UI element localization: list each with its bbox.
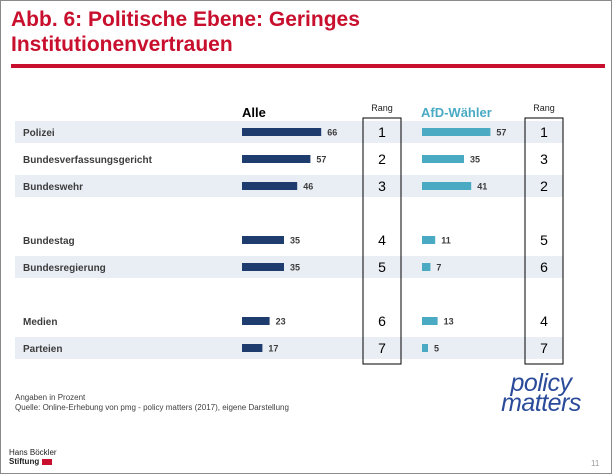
- slide-title-line-2: Institutionenvertrauen: [11, 33, 233, 56]
- value-label-alle-bundesverfassungsgericht: 57: [316, 155, 326, 165]
- rank-header-alle: Rang: [371, 103, 393, 113]
- bar-alle-bundesverfassungsgericht: [242, 155, 311, 163]
- policy-matters-logo-line-2: matters: [501, 389, 581, 417]
- hans-boeckler-logo-line-1: Hans Böckler: [9, 448, 57, 457]
- rank-afd-waehler-parteien: 7: [540, 340, 548, 356]
- rank-alle-bundeswehr: 3: [378, 178, 386, 194]
- rank-afd-waehler-bundesregierung: 6: [540, 259, 548, 275]
- bar-alle-bundeswehr: [242, 182, 298, 190]
- rank-afd-waehler-medien: 4: [540, 313, 548, 329]
- value-label-alle-polizei: 66: [327, 128, 337, 138]
- row-stripe: [15, 337, 563, 359]
- category-label-medien: Medien: [23, 317, 57, 328]
- rank-alle-parteien: 7: [378, 340, 386, 356]
- bar-alle-bundesregierung: [242, 263, 284, 271]
- category-label-bundestag: Bundestag: [23, 236, 75, 247]
- hans-boeckler-logo-mark: [42, 458, 53, 465]
- category-label-polizei: Polizei: [23, 128, 55, 139]
- rank-alle-medien: 6: [378, 313, 386, 329]
- bar-afd-waehler-bundeswehr: [422, 182, 472, 190]
- rank-alle-bundesregierung: 5: [378, 259, 386, 275]
- value-label-alle-medien: 23: [276, 317, 286, 327]
- row-stripe: [15, 256, 563, 278]
- category-label-bundeswehr: Bundeswehr: [23, 182, 83, 193]
- value-label-afd-waehler-polizei: 57: [496, 128, 506, 138]
- value-label-afd-waehler-medien: 13: [444, 317, 454, 327]
- value-label-afd-waehler-bundesverfassungsgericht: 35: [470, 155, 480, 165]
- series-header-afd-waehler: AfD-Wähler: [421, 105, 492, 120]
- bar-alle-parteien: [242, 344, 263, 352]
- category-label-bundesverfassungsgericht: Bundesverfassungsgericht: [23, 155, 153, 166]
- category-label-bundesregierung: Bundesregierung: [23, 263, 106, 274]
- rank-column-frame-alle: [362, 117, 402, 365]
- value-label-alle-bundeswehr: 46: [303, 182, 313, 192]
- footnote-unit: Angaben in Prozent: [15, 393, 86, 402]
- rank-alle-polizei: 1: [378, 124, 386, 140]
- category-label-parteien: Parteien: [23, 344, 62, 355]
- bar-alle-bundestag: [242, 236, 284, 244]
- bar-afd-waehler-bundestag: [422, 236, 436, 244]
- value-label-alle-parteien: 17: [268, 344, 278, 354]
- title-divider: [11, 64, 605, 68]
- value-label-afd-waehler-bundesregierung: 7: [436, 263, 441, 273]
- bar-alle-polizei: [242, 128, 322, 136]
- value-label-afd-waehler-bundeswehr: 41: [477, 182, 487, 192]
- bar-alle-medien: [242, 317, 270, 325]
- hans-boeckler-logo: Hans Böckler Stiftung: [9, 448, 57, 466]
- rank-afd-waehler-bundesverfassungsgericht: 3: [540, 151, 548, 167]
- bar-afd-waehler-polizei: [422, 128, 491, 136]
- value-label-afd-waehler-bundestag: 11: [441, 236, 451, 246]
- bar-chart: Polizei Bundesverfassungsgericht Bundesweh…: [15, 103, 564, 365]
- value-label-alle-bundestag: 35: [290, 236, 300, 246]
- page-number: 11: [591, 459, 600, 468]
- slide-title: Abb. 6: Politische Ebene: Geringes Insti…: [11, 7, 591, 57]
- bar-afd-waehler-medien: [422, 317, 438, 325]
- value-label-alle-bundesregierung: 35: [290, 263, 300, 273]
- rank-column-frame-afd-waehler: [524, 117, 564, 365]
- rank-alle-bundestag: 4: [378, 232, 386, 248]
- bar-afd-waehler-bundesregierung: [422, 263, 431, 271]
- value-label-afd-waehler-parteien: 5: [434, 344, 439, 354]
- rank-header-afd-waehler: Rang: [533, 103, 555, 113]
- bar-afd-waehler-parteien: [422, 344, 428, 352]
- slide-title-line-1: Abb. 6: Politische Ebene: Geringes: [11, 8, 360, 31]
- rank-afd-waehler-polizei: 1: [540, 124, 548, 140]
- rank-afd-waehler-bundestag: 5: [540, 232, 548, 248]
- series-header-alle: Alle: [242, 105, 266, 120]
- bar-afd-waehler-bundesverfassungsgericht: [422, 155, 464, 163]
- policy-matters-logo: policy matters: [491, 369, 591, 417]
- footnote: Angaben in Prozent Quelle: Online-Erhebu…: [15, 393, 289, 413]
- rank-alle-bundesverfassungsgericht: 2: [378, 151, 386, 167]
- rank-afd-waehler-bundeswehr: 2: [540, 178, 548, 194]
- policy-matters-logo-line-1: policy: [510, 369, 572, 397]
- hans-boeckler-logo-line-2: Stiftung: [9, 457, 40, 466]
- footnote-source: Quelle: Online-Erhebung von pmg - policy…: [15, 403, 289, 412]
